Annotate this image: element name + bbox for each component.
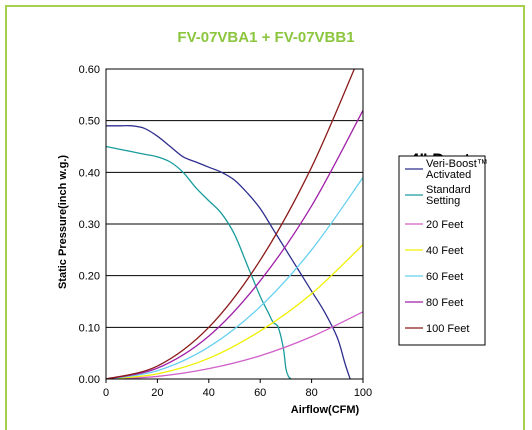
y-tick-label: 0.50 [79,116,100,128]
legend-entry: 60 Feet [405,271,463,283]
legend: Veri-Boost™ Activated Standard Setting 20 Fe… [405,158,488,335]
x-tick-label: 40 [203,387,215,399]
series-line-80-feet [106,110,363,379]
legend-entry: 80 Feet [405,297,463,309]
series-line-standard-setting [106,145,292,379]
series-line-veri-boost-activated [106,124,351,379]
y-tick-label: 0.60 [79,64,100,76]
y-tick-label: 0.40 [79,167,100,179]
legend-entry: 40 Feet [405,245,463,257]
y-tick-label: 0.10 [79,322,100,334]
legend-entry: 100 Feet [405,323,469,335]
x-tick-label: 20 [151,387,163,399]
series-line-20-feet [106,311,363,379]
x-tick-label: 100 [354,387,372,399]
x-axis-label: Airflow(CFM) [291,404,360,416]
series-layer [106,69,363,379]
legend-entry: Standard Setting [405,184,471,207]
legend-label: 40 Feet [426,245,463,257]
plot-border [105,68,364,380]
legend-label: Standard Setting [426,184,471,207]
y-tick-labels: 0.00 0.10 0.20 0.30 0.40 0.50 0.60 [79,64,100,386]
legend-label: 100 Feet [426,323,469,335]
legend-entry: 20 Feet [405,219,463,231]
legend-label: Veri-Boost™ Activated [426,158,488,181]
chart-title: FV-07VBA1 + FV-07VBB1 [177,29,354,46]
y-tick-label: 0.20 [79,271,100,283]
series-line-100-feet [106,69,356,379]
x-tick-label: 80 [305,387,317,399]
y-axis-label: Static Pressure(inch w.g.) [57,155,69,289]
legend-label: 80 Feet [426,297,463,309]
legend-label: 60 Feet [426,271,463,283]
y-tick-label: 0.00 [79,374,100,386]
x-tick-labels: 0 20 40 60 80 100 [103,379,372,399]
y-tick-label: 0.30 [79,219,100,231]
legend-label: 20 Feet [426,219,463,231]
gridlines [106,68,363,380]
legend-entry: Veri-Boost™ Activated [405,158,488,181]
x-tick-label: 60 [254,387,266,399]
series-line-40-feet [106,244,363,379]
series-line-60-feet [106,177,363,379]
x-tick-label: 0 [103,387,109,399]
